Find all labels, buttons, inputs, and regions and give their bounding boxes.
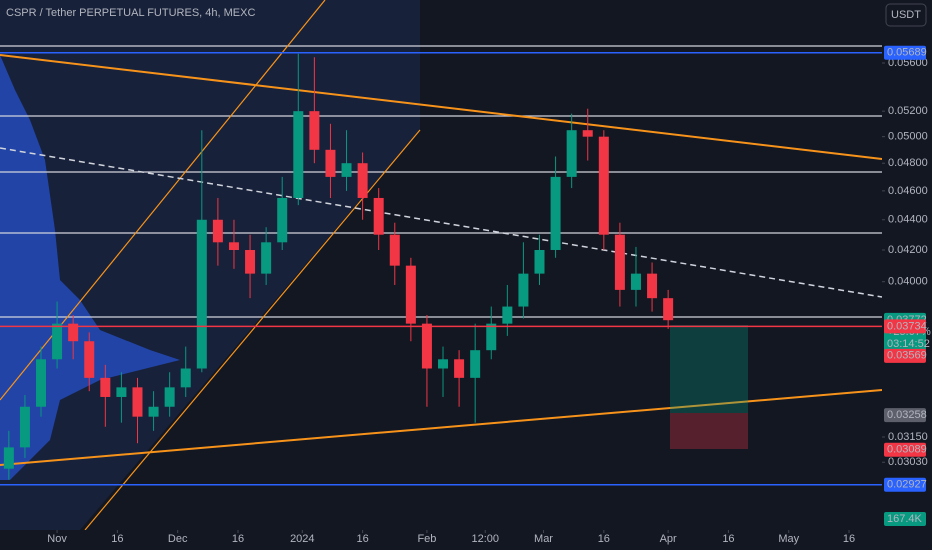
candle-body: [325, 149, 336, 177]
y-tick-label: 0.05000: [888, 131, 928, 143]
x-tick-label: 2024: [290, 533, 314, 545]
x-tick-label: 12:00: [471, 533, 499, 545]
currency-button[interactable]: [885, 3, 927, 27]
x-tick-label: 16: [843, 533, 855, 545]
target-zone: [670, 325, 748, 413]
x-tick-label: 16: [111, 533, 123, 545]
stop-zone: [670, 413, 748, 449]
x-tick-label: Apr: [660, 533, 677, 545]
x-tick-label: Nov: [47, 533, 67, 545]
candles: [0, 52, 882, 486]
price-tag: [884, 442, 926, 457]
candle-body: [277, 197, 288, 243]
y-tick-label: 0.04400: [888, 214, 928, 226]
candle-body: [116, 387, 127, 397]
candle-body: [212, 219, 223, 243]
y-tick-label: 0.05200: [888, 105, 928, 117]
x-tick-label: 16: [722, 533, 734, 545]
candle-body: [309, 111, 320, 150]
price-tag-label: 0.03089: [887, 444, 927, 456]
y-tick-label: 0.04200: [888, 244, 928, 256]
price-tag: [884, 408, 926, 423]
price-axis: [882, 0, 932, 550]
y-tick-label: 0.05600: [888, 57, 928, 69]
y-tick-label: 0.04000: [888, 276, 928, 288]
chart-title: CSPR / Tether PERPETUAL FUTURES, 4h, MEX…: [6, 7, 255, 19]
candle-body: [534, 249, 545, 274]
candle-body: [502, 306, 513, 324]
candle-body: [196, 219, 207, 369]
x-tick-label: 16: [356, 533, 368, 545]
y-tick-label: 0.04600: [888, 185, 928, 197]
candle-body: [647, 273, 658, 299]
candle-body: [245, 249, 256, 274]
price-tag-label: 0.02927: [887, 479, 927, 491]
price-tag-label: 0.03258: [887, 409, 927, 421]
x-tick-label: Feb: [417, 533, 436, 545]
volume-label: 167.4K: [887, 513, 923, 525]
y-tick-label: 0.03150: [888, 431, 928, 443]
trendline: [0, 147, 883, 298]
y-tick-label: 0.04800: [888, 157, 928, 169]
candle-body: [36, 359, 47, 407]
axis-labels: 0.05600 0.05200 0.05000 0.04800 0.04600 0.044…: [47, 45, 931, 545]
candle-body: [373, 197, 384, 235]
candle-body: [52, 323, 63, 360]
x-tick-label: Mar: [534, 533, 553, 545]
candle-body: [164, 387, 175, 407]
candle-body: [180, 368, 191, 388]
candle-body: [389, 234, 400, 266]
candle-body: [148, 406, 159, 417]
price-tag: [884, 319, 926, 334]
candle-body: [454, 359, 465, 378]
price-tag-label: 0.03734: [887, 320, 927, 332]
candle-body: [582, 130, 593, 137]
trendline: [0, 54, 883, 160]
candle-body: [405, 265, 416, 324]
x-tick-label: Dec: [168, 533, 188, 545]
currency-label[interactable]: USDT: [891, 9, 921, 21]
levels: [0, 45, 882, 318]
candle-body: [68, 323, 79, 342]
candle-body: [598, 136, 609, 235]
candle-body: [228, 242, 239, 250]
trendline: [0, 389, 883, 466]
price-tag: [884, 45, 926, 60]
price-tag: [884, 477, 926, 492]
x-tick-label: 16: [598, 533, 610, 545]
price-tag: [884, 348, 926, 363]
candle-body: [486, 323, 497, 351]
price-tag-label: 0.03569: [887, 350, 927, 362]
candle-body: [663, 298, 674, 321]
volume-tag: [884, 512, 926, 526]
candle-body: [3, 447, 14, 469]
candle-body: [438, 359, 449, 369]
candle-body: [550, 176, 561, 250]
candle-body: [132, 387, 143, 417]
candle-body: [630, 273, 641, 290]
candle-body: [614, 234, 625, 290]
x-tick-label: 16: [232, 533, 244, 545]
candle-body: [470, 350, 481, 378]
x-tick-label: May: [778, 533, 799, 545]
price-tag-label: 0.05689: [887, 47, 927, 59]
candle-body: [357, 163, 368, 198]
price-countdown: 03:14:52: [887, 338, 930, 350]
candle-body: [261, 242, 272, 274]
candle-body: [293, 111, 304, 198]
y-tick-label: 0.03030: [888, 456, 928, 468]
candle-body: [100, 377, 111, 397]
time-axis: [0, 530, 882, 550]
candle-body: [19, 406, 30, 448]
candle-body: [421, 323, 432, 369]
candle-body: [566, 130, 577, 177]
candle-body: [84, 341, 95, 378]
candle-body: [341, 163, 352, 177]
candle-body: [518, 273, 529, 307]
